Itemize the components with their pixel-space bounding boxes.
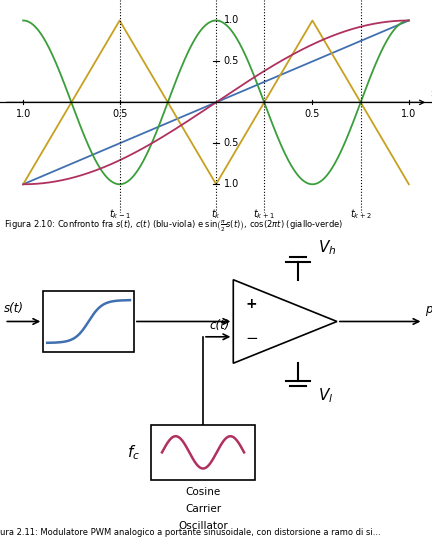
Text: Figura 2.10: Confronto fra $s(t)$, $c(t)$ (blu-viola) e $\sin\!\left(\frac{\pi}{: Figura 2.10: Confronto fra $s(t)$, $c(t)… [4, 219, 344, 234]
Text: $V_h$: $V_h$ [318, 239, 336, 257]
Text: 1.0: 1.0 [224, 179, 239, 189]
Text: 0.5: 0.5 [224, 138, 239, 149]
FancyBboxPatch shape [151, 424, 255, 480]
Text: 0.5: 0.5 [305, 109, 320, 119]
Text: 0.5: 0.5 [224, 56, 239, 67]
Text: $t_k$: $t_k$ [211, 207, 221, 221]
Text: $t$: $t$ [430, 87, 432, 99]
Text: $t_{k-1}$: $t_{k-1}$ [109, 207, 130, 221]
Text: 1.0: 1.0 [401, 109, 416, 119]
Text: $t_{k+2}$: $t_{k+2}$ [350, 207, 372, 221]
Text: ura 2.11: Modulatore PWM analogico a portante sinusoidale, con distorsione a ram: ura 2.11: Modulatore PWM analogico a por… [0, 529, 381, 537]
Text: Oscillator: Oscillator [178, 520, 228, 531]
Text: $t_{k+1}$: $t_{k+1}$ [253, 207, 275, 221]
Text: Carrier: Carrier [185, 504, 221, 514]
Text: +: + [245, 297, 257, 311]
Text: 1.0: 1.0 [16, 109, 31, 119]
Text: 1.0: 1.0 [224, 15, 239, 26]
Text: p(t): p(t) [426, 304, 432, 317]
Text: 0.5: 0.5 [112, 109, 127, 119]
Text: $f_c$: $f_c$ [127, 443, 140, 462]
Text: c(t): c(t) [210, 319, 230, 332]
FancyBboxPatch shape [43, 291, 134, 352]
Text: Cosine: Cosine [185, 487, 221, 497]
Text: −: − [245, 331, 258, 346]
Text: s(t): s(t) [4, 302, 24, 316]
Text: $V_l$: $V_l$ [318, 386, 333, 405]
